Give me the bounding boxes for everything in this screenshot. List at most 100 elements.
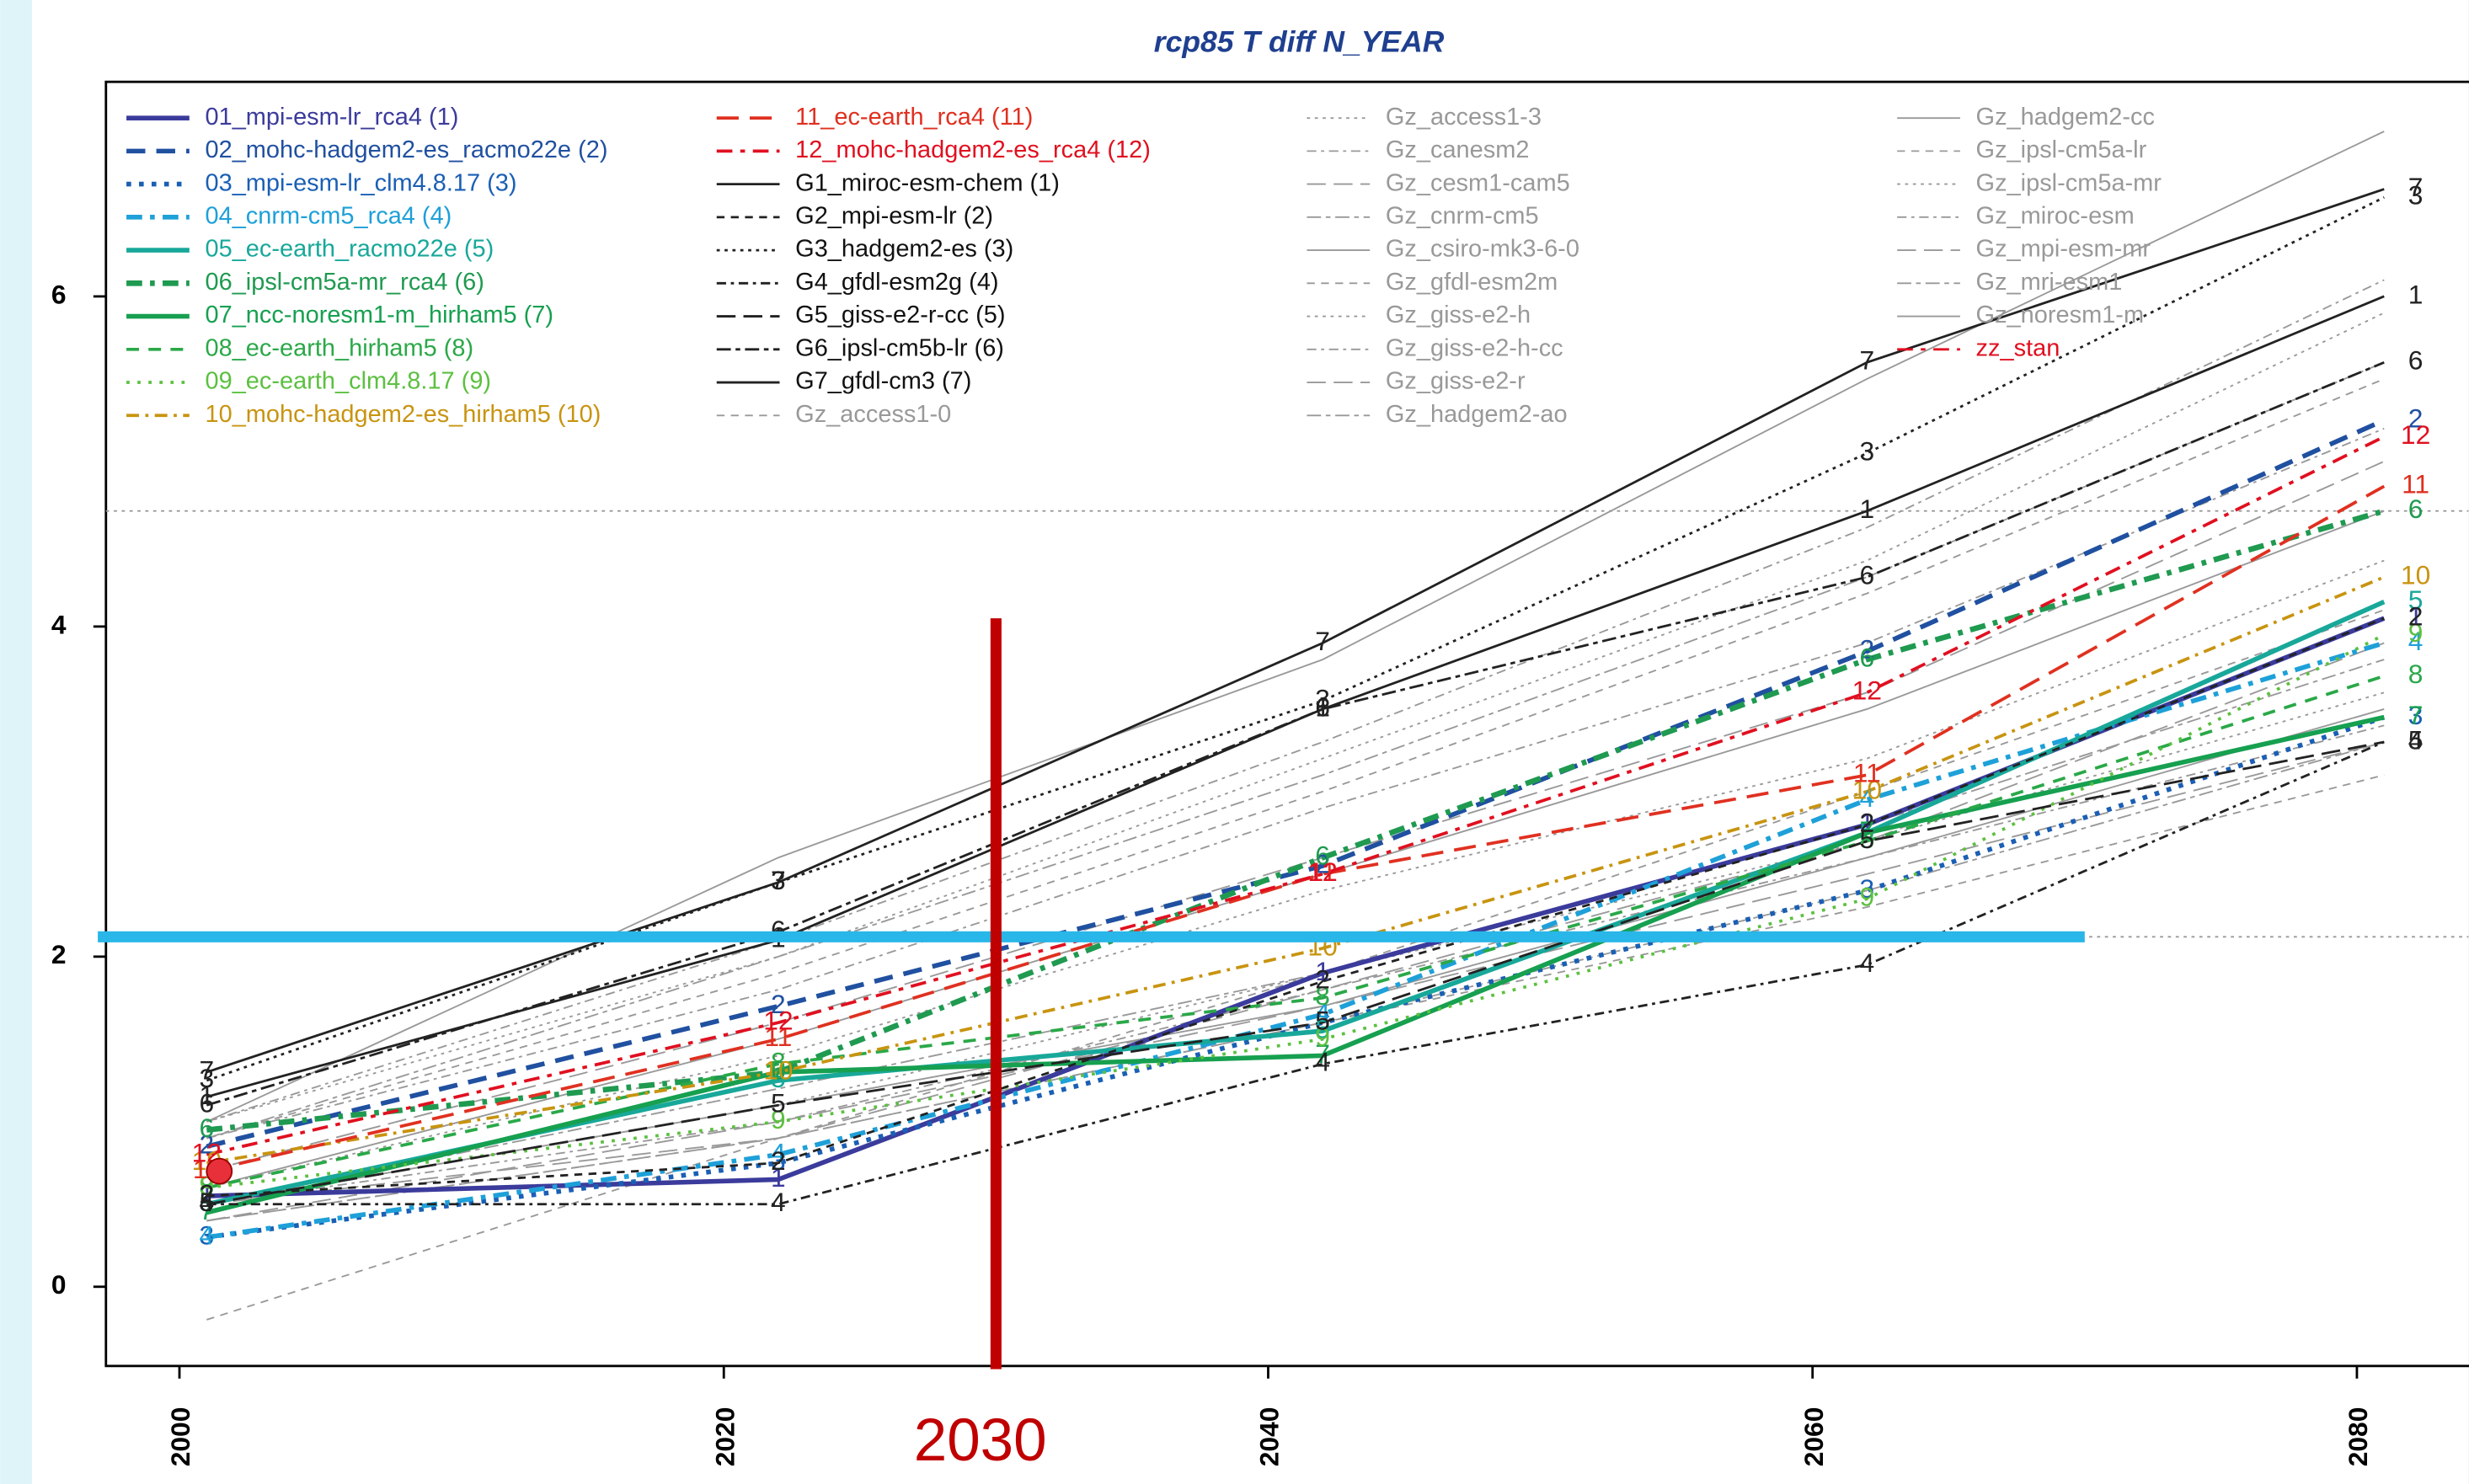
point-label: 5: [199, 1187, 214, 1217]
point-label: 2: [1859, 807, 1874, 837]
point-label: 4: [199, 1220, 214, 1250]
point-label: 2: [1315, 964, 1330, 995]
x-tick-label: 2000: [165, 1407, 195, 1467]
point-label: 6: [199, 1088, 214, 1118]
legend-label: G3_hadgem2-es (3): [795, 236, 1013, 263]
point-label: 1: [1315, 691, 1330, 722]
series-line: [206, 312, 2385, 1123]
legend-label: Gz_mri-esm1: [1976, 269, 2123, 296]
x-tick-label: 2020: [709, 1407, 740, 1467]
series-line: [206, 188, 2385, 1074]
point-label: 12: [2401, 419, 2430, 450]
series-line: [206, 427, 2385, 1140]
point-label: 3: [2408, 180, 2424, 211]
point-label: 3: [1859, 436, 1874, 467]
point-label: 7: [771, 865, 786, 895]
series-line: [206, 295, 2385, 1098]
legend-label: G2_mpi-esm-lr (2): [795, 203, 993, 230]
legend-label: G1_miroc-esm-chem (1): [795, 169, 1060, 196]
point-label: 3: [1315, 683, 1330, 713]
point-label: 12: [1852, 675, 1882, 706]
vertical-marker-label: 2030: [914, 1407, 1047, 1474]
legend-label: Gz_ipsl-cm5a-lr: [1976, 136, 2147, 163]
legend-label: G4_gfdl-esm2g (4): [795, 269, 998, 296]
point-label: 7: [199, 1054, 214, 1085]
point-label: 2: [199, 1129, 214, 1160]
point-label: 1: [199, 1080, 214, 1110]
series-line: [206, 740, 2385, 1206]
legend-label: 03_mpi-esm-lr_clm4.8.17 (3): [205, 169, 516, 196]
legend-label: Gz_mpi-esm-mr: [1976, 236, 2151, 263]
legend-label: 01_mpi-esm-lr_rca4 (1): [205, 104, 458, 131]
point-label: 4: [1859, 948, 1874, 978]
point-label: 3: [199, 1220, 214, 1250]
point-label: 2: [1315, 848, 1330, 878]
legend-label: 08_ec-earth_hirham5 (8): [205, 334, 473, 361]
series-line: [206, 378, 2385, 1140]
series-line: [206, 510, 2385, 1189]
point-label: 9: [2408, 617, 2424, 648]
point-label: 8: [1859, 824, 1874, 854]
point-label: 3: [1315, 1006, 1330, 1036]
legend-label: Gz_giss-e2-r: [1386, 368, 1526, 395]
series-line: [206, 508, 2386, 1133]
legend-label: 06_ipsl-cm5a-mr_rca4 (6): [205, 269, 484, 296]
legend-label: Gz_ipsl-cm5a-mr: [1976, 169, 2162, 196]
point-label: 4: [771, 1187, 786, 1217]
series-line: [206, 617, 2385, 1198]
series-line: [206, 361, 2385, 1107]
chart-title: rcp85 T diff N_YEAR: [1154, 25, 1445, 59]
point-label: 1: [1859, 807, 1874, 837]
point-label: 1: [1859, 494, 1874, 524]
point-label: 1: [771, 1162, 786, 1193]
point-label: 4: [771, 1137, 786, 1167]
point-label: 11: [2402, 469, 2429, 499]
point-label: 3: [2408, 700, 2424, 730]
point-label: 10: [1852, 774, 1882, 804]
legend-label: 04_cnrm-cm5_rca4 (4): [205, 203, 452, 230]
series-line: [206, 674, 2385, 1189]
legend-label: Gz_gfdl-esm2m: [1386, 269, 1558, 296]
point-label: 7: [2408, 172, 2424, 202]
point-label: 6: [1859, 559, 1874, 590]
point-label: 4: [1315, 997, 1330, 1028]
point-label: 10: [763, 1054, 793, 1085]
series-line: [206, 196, 2385, 1082]
point-label: 8: [771, 1047, 786, 1077]
point-label: 9: [771, 1104, 786, 1134]
legend-label: Gz_giss-e2-h-cc: [1386, 334, 1563, 361]
point-label: 6: [1315, 691, 1330, 722]
point-label: 5: [1859, 824, 1874, 854]
point-label: 1: [2408, 601, 2424, 631]
legend-label: G7_gfdl-cm3 (7): [795, 368, 971, 395]
series-line: [206, 633, 2386, 1190]
y-tick-label: 6: [51, 279, 67, 309]
point-label: 11: [764, 1022, 792, 1052]
point-label: 8: [1315, 980, 1330, 1011]
legend-label: Gz_cnrm-cm5: [1386, 203, 1539, 230]
point-label: 4: [1315, 1047, 1330, 1077]
series-line: [206, 575, 2385, 1165]
point-label: 2: [2408, 403, 2424, 433]
point-label: 3: [771, 865, 786, 895]
point-label: 11: [1309, 857, 1337, 887]
legend-label: 11_ec-earth_rca4 (11): [795, 104, 1033, 131]
point-label: 1: [2408, 279, 2424, 309]
legend-label: 02_mohc-hadgem2-es_racmo22e (2): [205, 136, 607, 163]
series-line: [206, 715, 2386, 1240]
point-label: 9: [1315, 1022, 1330, 1052]
y-tick-label: 2: [51, 939, 67, 969]
point-label: 7: [2408, 700, 2424, 730]
point-label: 2: [771, 1145, 786, 1176]
point-label: 7: [1315, 626, 1330, 656]
point-label: 3: [1859, 873, 1874, 904]
point-label: 6: [1859, 642, 1874, 672]
point-label: 9: [1859, 882, 1874, 912]
legend-label: G5_giss-e2-r-cc (5): [795, 302, 1005, 328]
point-label: 4: [2408, 724, 2424, 755]
point-label: 4: [1859, 782, 1874, 813]
point-label: 5: [771, 1063, 786, 1093]
point-label: 12: [1307, 857, 1337, 887]
point-label: 5: [199, 1187, 214, 1217]
